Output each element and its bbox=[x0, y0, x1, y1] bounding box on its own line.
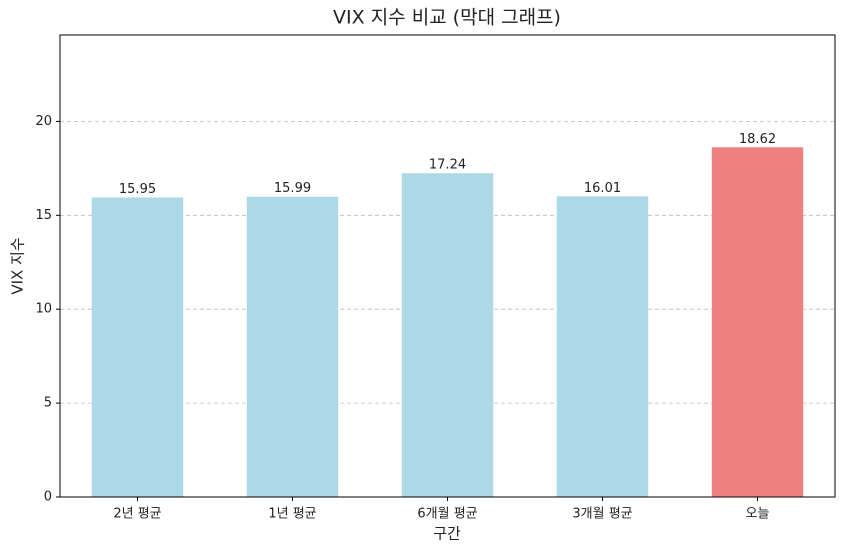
y-tick-label: 15 bbox=[35, 208, 52, 223]
bar bbox=[556, 196, 649, 497]
x-tick-label: 3개월 평균 bbox=[572, 507, 632, 522]
value-label: 15.99 bbox=[274, 181, 311, 196]
y-tick-label: 20 bbox=[35, 114, 52, 129]
bar bbox=[91, 197, 184, 497]
value-label: 16.01 bbox=[584, 181, 621, 196]
x-tick-label: 1년 평균 bbox=[268, 507, 316, 522]
plot-frame bbox=[59, 34, 836, 498]
y-tick-label: 5 bbox=[44, 396, 52, 411]
x-tick-label: 오늘 bbox=[746, 507, 770, 522]
x-axis-label: 구간 bbox=[433, 525, 461, 543]
chart-title: VIX 지수 비교 (막대 그래프) bbox=[333, 7, 561, 29]
bar bbox=[711, 147, 804, 497]
x-tick-label: 6개월 평균 bbox=[417, 507, 477, 522]
y-tick-label: 0 bbox=[44, 490, 52, 505]
value-label: 18.62 bbox=[739, 132, 776, 147]
bar bbox=[246, 196, 339, 497]
value-label: 17.24 bbox=[429, 158, 466, 173]
y-axis-label: VIX 지수 bbox=[9, 237, 27, 294]
value-label: 15.95 bbox=[119, 182, 156, 197]
y-tick-label: 10 bbox=[35, 302, 52, 317]
x-tick-label: 2년 평균 bbox=[113, 507, 161, 522]
bar bbox=[401, 173, 494, 497]
